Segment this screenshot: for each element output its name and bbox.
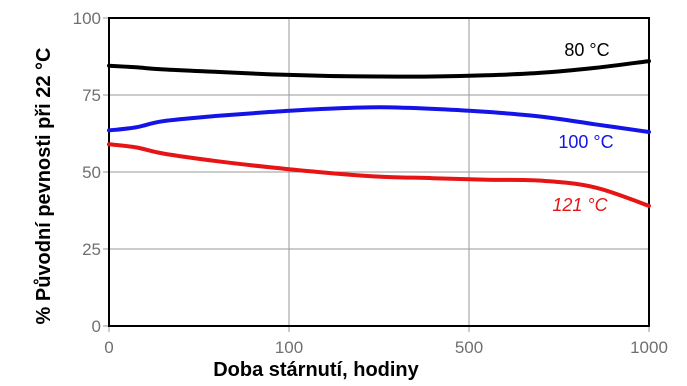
y-tick-label: 75 — [82, 86, 101, 105]
x-tick-label: 500 — [455, 338, 483, 357]
x-tick-label: 1000 — [630, 338, 668, 357]
x-axis-title: Doba stárnutí, hodiny — [213, 359, 419, 381]
plot-frame — [108, 17, 650, 327]
series-label-0: 80 °C — [564, 40, 609, 60]
series-line-0 — [107, 59, 651, 79]
series-label-2: 121 °C — [552, 195, 608, 215]
series-lines — [107, 59, 651, 208]
x-tick-label: 100 — [275, 338, 303, 357]
series-line-1 — [107, 105, 651, 134]
y-tick-label: 50 — [82, 163, 101, 182]
grid-layer — [103, 17, 650, 332]
series-line-2 — [107, 142, 651, 208]
series-label-1: 100 °C — [558, 132, 613, 152]
y-tick-label: 0 — [92, 317, 101, 336]
y-tick-label: 100 — [73, 9, 101, 28]
y-axis-title: % Původní pevnosti při 22 °C — [33, 48, 55, 325]
series-labels: 80 °C 100 °C 121 °C — [552, 40, 613, 215]
y-tick-label: 25 — [82, 240, 101, 259]
x-tick-label: 0 — [104, 338, 113, 357]
